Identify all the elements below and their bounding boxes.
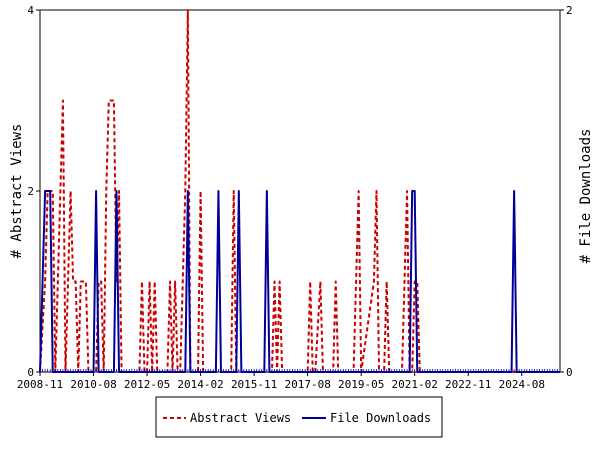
x-tick-label: 2012-05 bbox=[124, 378, 170, 391]
legend-box bbox=[155, 396, 443, 438]
y-right-tick-label: 0 bbox=[566, 366, 573, 379]
x-tick-label: 2024-08 bbox=[499, 378, 545, 391]
x-tick-label: 2015-11 bbox=[231, 378, 277, 391]
tick-layer: 2008-11 2010-08 2012-05 2014-02 2015-11 2017-… bbox=[17, 4, 573, 391]
series-line-abstract-views bbox=[39, 9, 560, 373]
x-tick-label: 2010-08 bbox=[70, 378, 116, 391]
x-tick-label: 2008-11 bbox=[17, 378, 63, 391]
x-tick-label: 2022-11 bbox=[445, 378, 491, 391]
y-axis-left-title: # Abstract Views bbox=[9, 124, 25, 259]
legend-label-abstract-views: Abstract Views bbox=[190, 411, 291, 425]
y-right-tick-label: 2 bbox=[566, 4, 573, 17]
x-tick-label: 2017-08 bbox=[284, 378, 330, 391]
x-tick-label: 2014-02 bbox=[177, 378, 223, 391]
legend: Abstract Views File Downloads bbox=[155, 396, 443, 438]
x-tick-label: 2021-02 bbox=[392, 378, 438, 391]
y-left-tick-label: 4 bbox=[27, 4, 34, 17]
plot-area bbox=[39, 9, 561, 373]
legend-label-file-downloads: File Downloads bbox=[330, 411, 431, 425]
y-left-tick-label: 0 bbox=[27, 366, 34, 379]
y-axis-right-title: # File Downloads bbox=[578, 129, 594, 264]
x-tick-label: 2019-05 bbox=[338, 378, 384, 391]
y-left-tick-label: 2 bbox=[27, 185, 34, 198]
